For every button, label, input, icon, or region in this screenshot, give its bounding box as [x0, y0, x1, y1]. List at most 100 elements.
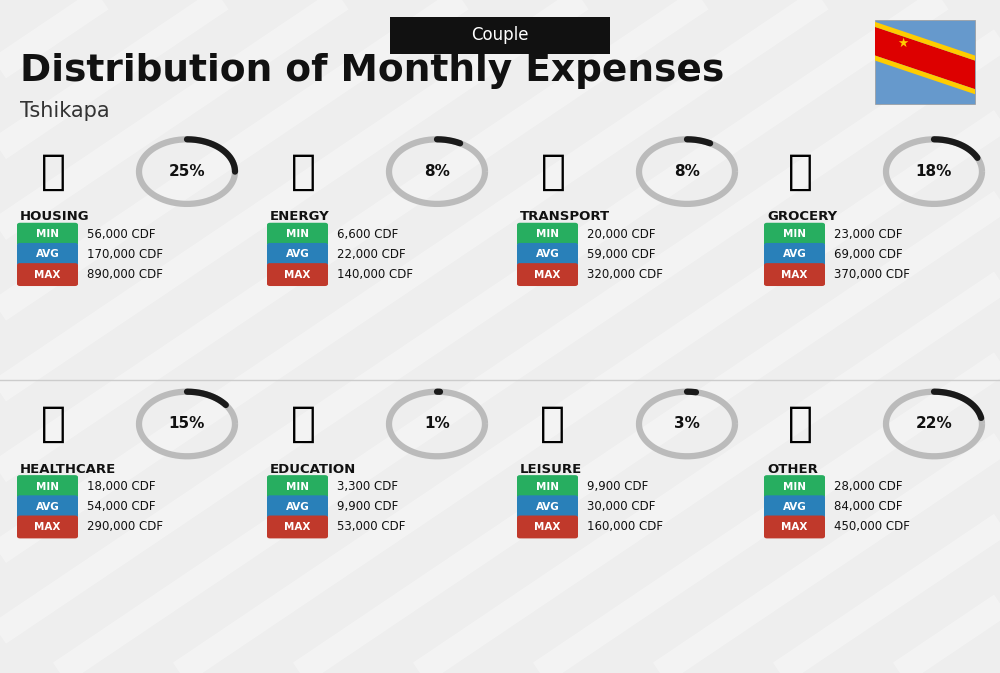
FancyBboxPatch shape: [17, 263, 78, 286]
Text: 💰: 💰: [788, 403, 812, 445]
Text: AVG: AVG: [536, 502, 559, 511]
Text: 140,000 CDF: 140,000 CDF: [337, 268, 413, 281]
Text: MIN: MIN: [36, 229, 59, 239]
Text: MAX: MAX: [34, 270, 61, 279]
Polygon shape: [875, 56, 975, 94]
Text: MIN: MIN: [536, 229, 559, 239]
Text: 15%: 15%: [169, 417, 205, 431]
Text: 160,000 CDF: 160,000 CDF: [587, 520, 663, 534]
FancyBboxPatch shape: [764, 475, 825, 498]
Text: 53,000 CDF: 53,000 CDF: [337, 520, 405, 534]
Text: 1%: 1%: [424, 417, 450, 431]
FancyBboxPatch shape: [764, 263, 825, 286]
Text: AVG: AVG: [286, 250, 309, 259]
Text: 170,000 CDF: 170,000 CDF: [87, 248, 163, 261]
FancyBboxPatch shape: [267, 263, 328, 286]
Text: AVG: AVG: [36, 502, 59, 511]
Text: 290,000 CDF: 290,000 CDF: [87, 520, 163, 534]
FancyBboxPatch shape: [17, 243, 78, 266]
Text: MAX: MAX: [781, 270, 808, 279]
Text: HOUSING: HOUSING: [20, 210, 90, 223]
FancyBboxPatch shape: [267, 516, 328, 538]
Text: 54,000 CDF: 54,000 CDF: [87, 500, 156, 513]
Text: AVG: AVG: [286, 502, 309, 511]
Text: 8%: 8%: [424, 164, 450, 179]
Text: 🚌: 🚌: [540, 151, 565, 192]
FancyBboxPatch shape: [764, 223, 825, 246]
Text: MAX: MAX: [34, 522, 61, 532]
Text: 320,000 CDF: 320,000 CDF: [587, 268, 663, 281]
Text: 18,000 CDF: 18,000 CDF: [87, 480, 156, 493]
Text: 🔌: 🔌: [290, 151, 316, 192]
FancyBboxPatch shape: [764, 516, 825, 538]
FancyBboxPatch shape: [764, 495, 825, 518]
FancyBboxPatch shape: [517, 516, 578, 538]
Text: MIN: MIN: [286, 482, 309, 491]
Text: LEISURE: LEISURE: [520, 462, 582, 476]
Text: 69,000 CDF: 69,000 CDF: [834, 248, 903, 261]
FancyBboxPatch shape: [517, 223, 578, 246]
Text: Distribution of Monthly Expenses: Distribution of Monthly Expenses: [20, 52, 724, 89]
Text: 🎓: 🎓: [290, 403, 316, 445]
Text: 🛒: 🛒: [788, 151, 812, 192]
Text: 6,600 CDF: 6,600 CDF: [337, 227, 398, 241]
FancyBboxPatch shape: [267, 475, 328, 498]
FancyBboxPatch shape: [17, 223, 78, 246]
Text: AVG: AVG: [536, 250, 559, 259]
Text: 22,000 CDF: 22,000 CDF: [337, 248, 406, 261]
Text: AVG: AVG: [783, 502, 806, 511]
Text: 9,900 CDF: 9,900 CDF: [337, 500, 398, 513]
Text: MAX: MAX: [284, 522, 311, 532]
Text: 9,900 CDF: 9,900 CDF: [587, 480, 648, 493]
Text: 18%: 18%: [916, 164, 952, 179]
Text: MAX: MAX: [781, 522, 808, 532]
Text: 3,300 CDF: 3,300 CDF: [337, 480, 398, 493]
Text: MAX: MAX: [534, 270, 561, 279]
Text: 🏥: 🏥: [41, 403, 66, 445]
Text: MIN: MIN: [783, 482, 806, 491]
FancyBboxPatch shape: [517, 475, 578, 498]
Text: 450,000 CDF: 450,000 CDF: [834, 520, 910, 534]
FancyBboxPatch shape: [17, 495, 78, 518]
Text: Tshikapa: Tshikapa: [20, 101, 110, 121]
Text: HEALTHCARE: HEALTHCARE: [20, 462, 116, 476]
Text: AVG: AVG: [36, 250, 59, 259]
Text: 890,000 CDF: 890,000 CDF: [87, 268, 163, 281]
Text: MAX: MAX: [284, 270, 311, 279]
Text: MIN: MIN: [286, 229, 309, 239]
Text: Couple: Couple: [471, 26, 529, 44]
FancyBboxPatch shape: [517, 263, 578, 286]
Text: ★: ★: [897, 37, 909, 50]
Text: 🛍️: 🛍️: [540, 403, 565, 445]
Text: MAX: MAX: [534, 522, 561, 532]
FancyBboxPatch shape: [17, 475, 78, 498]
Text: 25%: 25%: [169, 164, 205, 179]
FancyBboxPatch shape: [17, 516, 78, 538]
Text: ENERGY: ENERGY: [270, 210, 330, 223]
FancyBboxPatch shape: [875, 20, 975, 104]
Text: 56,000 CDF: 56,000 CDF: [87, 227, 156, 241]
FancyBboxPatch shape: [390, 17, 610, 54]
Text: 370,000 CDF: 370,000 CDF: [834, 268, 910, 281]
FancyBboxPatch shape: [267, 243, 328, 266]
FancyBboxPatch shape: [517, 495, 578, 518]
Text: 🏢: 🏢: [41, 151, 66, 192]
Text: TRANSPORT: TRANSPORT: [520, 210, 610, 223]
Text: 84,000 CDF: 84,000 CDF: [834, 500, 903, 513]
FancyBboxPatch shape: [517, 243, 578, 266]
Polygon shape: [875, 22, 975, 61]
Text: 28,000 CDF: 28,000 CDF: [834, 480, 903, 493]
Text: 59,000 CDF: 59,000 CDF: [587, 248, 656, 261]
Text: OTHER: OTHER: [767, 462, 818, 476]
Text: MIN: MIN: [36, 482, 59, 491]
Text: MIN: MIN: [536, 482, 559, 491]
Text: EDUCATION: EDUCATION: [270, 462, 356, 476]
FancyBboxPatch shape: [764, 243, 825, 266]
FancyBboxPatch shape: [267, 495, 328, 518]
Text: AVG: AVG: [783, 250, 806, 259]
Text: 20,000 CDF: 20,000 CDF: [587, 227, 656, 241]
Text: 23,000 CDF: 23,000 CDF: [834, 227, 903, 241]
Text: 3%: 3%: [674, 417, 700, 431]
FancyBboxPatch shape: [267, 223, 328, 246]
Text: 22%: 22%: [916, 417, 952, 431]
